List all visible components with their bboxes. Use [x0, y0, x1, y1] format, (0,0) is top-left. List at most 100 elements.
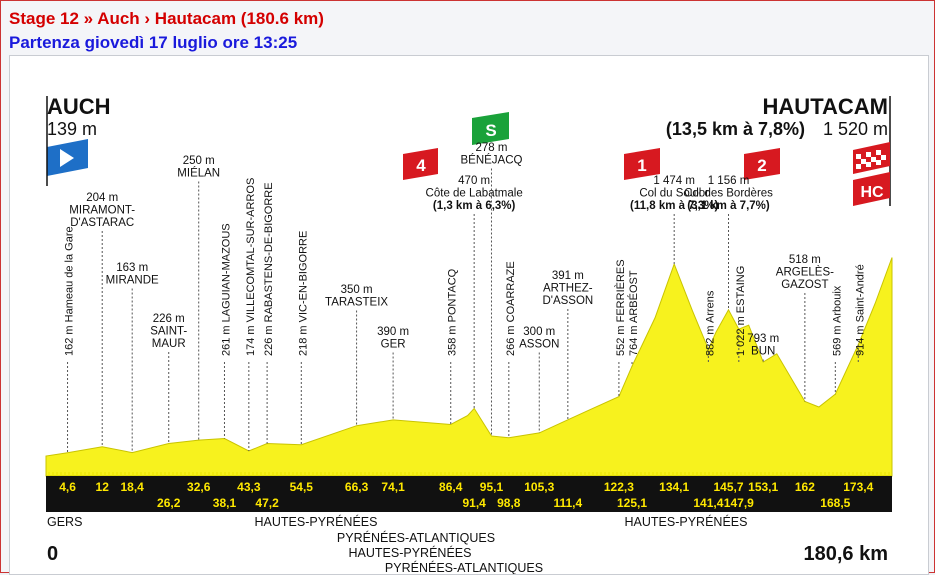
place-label: GAZOST [781, 279, 828, 291]
place-label: 204 m [86, 192, 118, 204]
cat1-badge: 1 [624, 148, 660, 180]
place-label: ASSON [519, 339, 559, 351]
place-label: 882 m Arrens [704, 290, 716, 356]
place-label: TARASTEIX [325, 297, 388, 309]
km-tick-label: 105,3 [524, 480, 554, 494]
km-tick-label: 98,8 [497, 496, 521, 510]
place-label: BÉNÉJACQ [460, 154, 522, 167]
place-label: 390 m [377, 326, 409, 338]
place-label: ARGELÈS- [776, 266, 834, 279]
place-label: SAINT- [150, 326, 187, 338]
place-label: 470 m [458, 175, 490, 187]
region-label: HAUTES-PYRÉNÉES [255, 514, 378, 529]
km-tick-label: 147,9 [724, 496, 754, 510]
km-tick-label: 26,2 [157, 496, 181, 510]
place-label: 163 m [116, 262, 148, 274]
region-label: GERS [47, 515, 82, 529]
place-label: 391 m [552, 270, 584, 282]
finish-flag-icon [853, 142, 890, 174]
place-label: 764 m ARBÉOST [627, 270, 640, 356]
place-label: 569 m Arbouix [831, 285, 843, 356]
svg-text:1: 1 [637, 156, 646, 175]
km-tick-label: 32,6 [187, 480, 211, 494]
start-altitude: 139 m [47, 119, 97, 139]
place-label: 914 m Saint-André [854, 264, 866, 356]
stage-title: Stage 12 » Auch › Hautacam (180.6 km) [9, 9, 324, 28]
svg-text:2: 2 [757, 156, 766, 175]
place-label: 793 m [747, 333, 779, 345]
place-label: 250 m [183, 155, 215, 167]
place-label: MIRAMONT- [69, 205, 135, 217]
km-tick-label: 95,1 [480, 480, 504, 494]
cat2-badge: 2 [744, 148, 780, 180]
finish-altitude: 1 520 m [823, 119, 888, 139]
place-label: 518 m [789, 254, 821, 266]
place-label: D'ASSON [542, 295, 593, 307]
place-label: ARTHEZ- [543, 283, 593, 295]
place-label: MIRANDE [106, 275, 159, 287]
place-label: Col du Soulor [639, 188, 709, 200]
start-town: AUCH [47, 94, 111, 119]
km-tick-label: 18,4 [121, 480, 145, 494]
play-icon [60, 149, 74, 167]
km-tick-label: 134,1 [659, 480, 689, 494]
place-label: (1,3 km à 6,3%) [433, 200, 516, 212]
place-label: Côte de Labatmale [426, 188, 523, 200]
start-time: Partenza giovedì 17 luglio ore 13:25 [9, 33, 298, 52]
hc-badge: HC [853, 172, 890, 206]
km-tick-label: 125,1 [617, 496, 647, 510]
profile-area [45, 257, 893, 477]
km-tick-label: 54,5 [290, 480, 314, 494]
place-label: 162 m Hameau de la Gare [64, 226, 76, 356]
km-tick-label: 12 [96, 480, 110, 494]
region-label: HAUTES-PYRÉNÉES [349, 545, 472, 560]
place-label: (3,1 km à 7,7%) [687, 200, 770, 212]
svg-text:HC: HC [860, 184, 884, 201]
km-tick-label: 91,4 [462, 496, 486, 510]
km-tick-label: 145,7 [713, 480, 743, 494]
place-label: 552 m FERRIÈRES [614, 259, 627, 356]
svg-text:S: S [485, 121, 496, 140]
place-label: 350 m [341, 284, 373, 296]
km-axis-band [46, 476, 892, 512]
place-label: 261 m LAGUIAN-MAZOUS [220, 223, 232, 356]
finish-town: HAUTACAM [763, 94, 888, 119]
place-label: D'ASTARAC [70, 217, 134, 229]
km-tick-label: 74,1 [381, 480, 405, 494]
place-label: BUN [751, 346, 775, 358]
place-label: 226 m RABASTENS-DE-BIGORRE [263, 182, 275, 356]
km-tick-label: 153,1 [748, 480, 778, 494]
place-label: Col des Bordères [684, 188, 773, 200]
svg-text:4: 4 [416, 156, 426, 175]
sprint-badge: S [472, 112, 509, 145]
place-label: 1 156 m [708, 175, 750, 187]
profile-panel: AUCH 139 m HAUTACAM (13,5 km à 7,8%) 1 5… [9, 55, 929, 575]
place-label: 1 474 m [653, 175, 695, 187]
place-label: 226 m [153, 313, 185, 325]
km-tick-label: 66,3 [345, 480, 369, 494]
region-label: PYRÉNÉES-ATLANTIQUES [337, 530, 495, 545]
km-tick-label: 47,2 [255, 496, 279, 510]
start-km: 0 [47, 543, 58, 565]
place-label: 358 m PONTACQ [447, 268, 459, 356]
km-tick-label: 4,6 [59, 480, 76, 494]
region-label: PYRÉNÉES-ATLANTIQUES [385, 560, 543, 574]
km-tick-label: 173,4 [843, 480, 873, 494]
place-label: MAUR [152, 338, 186, 350]
km-tick-label: 86,4 [439, 480, 463, 494]
place-label: 278 m [476, 142, 508, 154]
km-tick-label: 43,3 [237, 480, 261, 494]
place-label: 218 m VIC-EN-BIGORRE [297, 231, 309, 356]
km-tick-label: 111,4 [553, 496, 582, 510]
km-tick-label: 122,3 [604, 480, 634, 494]
place-label: 266 m COARRAZE [505, 261, 517, 356]
km-tick-label: 141,4 [693, 496, 723, 510]
stage-profile-chart: AUCH 139 m HAUTACAM (13,5 km à 7,8%) 1 5… [45, 94, 893, 574]
place-label: GER [381, 339, 406, 351]
place-label: 300 m [523, 326, 555, 338]
region-label: HAUTES-PYRÉNÉES [625, 514, 748, 529]
cat4-badge: 4 [403, 148, 438, 180]
finish-km: 180,6 km [803, 543, 888, 565]
place-label: 1 022 m ESTAING [735, 266, 747, 356]
